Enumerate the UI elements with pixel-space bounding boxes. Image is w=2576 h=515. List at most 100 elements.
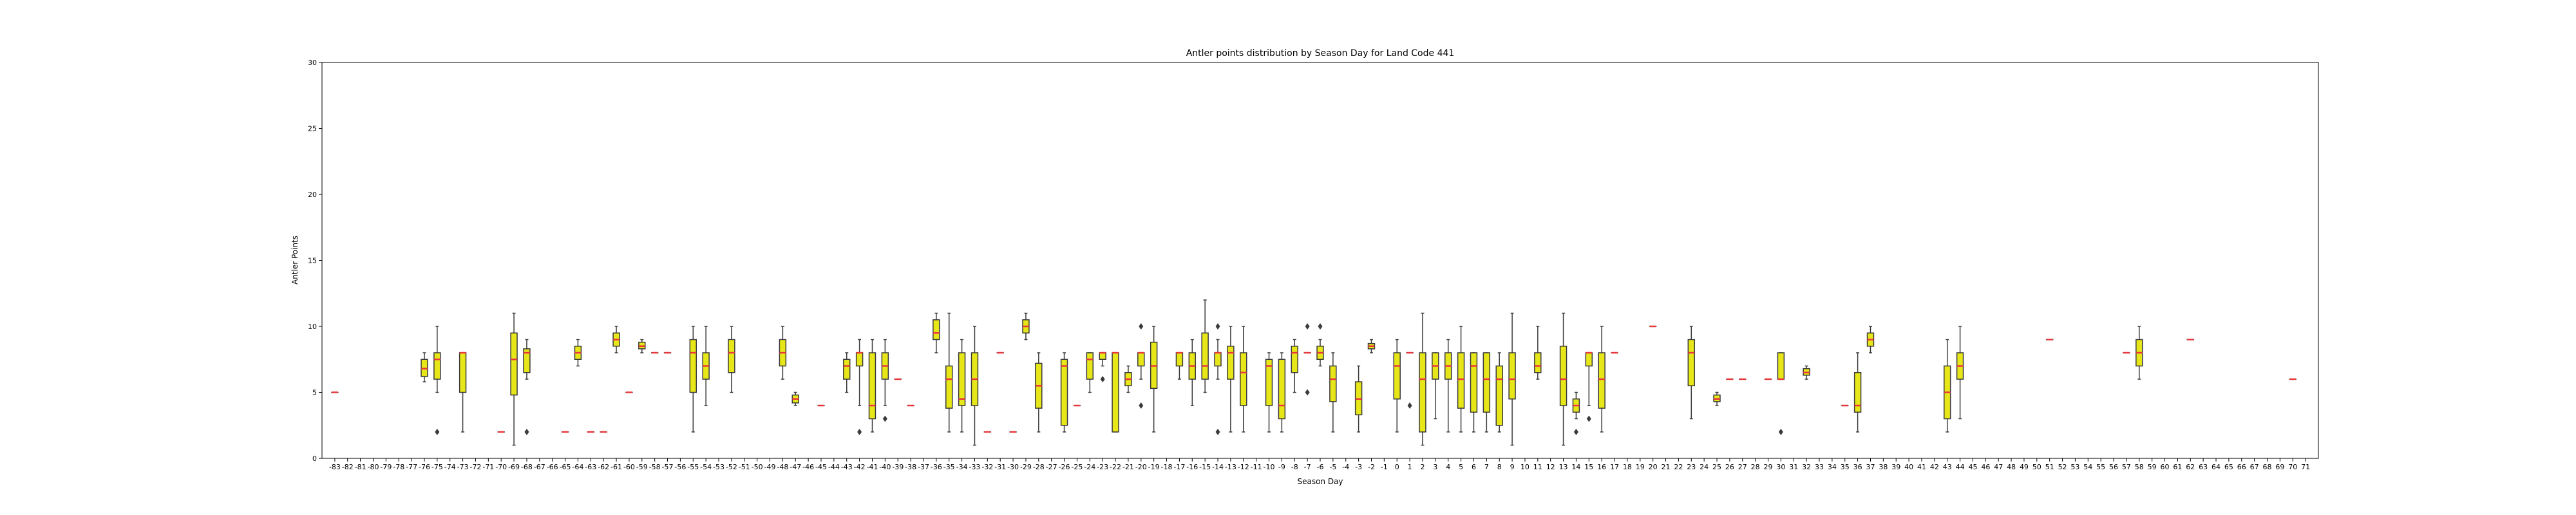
x-tick-label: -22 bbox=[1110, 463, 1121, 471]
x-tick-label: -14 bbox=[1212, 463, 1224, 471]
iqr-box bbox=[1687, 339, 1696, 386]
x-tick-label: 10 bbox=[1520, 463, 1530, 471]
box-group bbox=[1278, 352, 1286, 433]
box-group bbox=[1188, 339, 1196, 406]
box-group bbox=[1137, 323, 1145, 409]
x-tick-label: -75 bbox=[431, 463, 443, 471]
x-tick-label: 5 bbox=[1459, 463, 1463, 471]
box-group bbox=[1457, 326, 1465, 433]
iqr-box bbox=[1329, 365, 1337, 402]
x-tick-label: -65 bbox=[560, 463, 571, 471]
box-group bbox=[1713, 391, 1721, 406]
box-group bbox=[1803, 365, 1810, 380]
box-group bbox=[1598, 326, 1605, 433]
x-tick-label: -28 bbox=[1033, 463, 1045, 471]
x-tick-label: 23 bbox=[1687, 463, 1696, 471]
box-group bbox=[1866, 326, 1875, 353]
box-group bbox=[945, 312, 953, 433]
x-tick-label: -67 bbox=[534, 463, 545, 471]
x-tick-label: -36 bbox=[931, 463, 942, 471]
box-group bbox=[1112, 351, 1119, 433]
outlier-point bbox=[1407, 402, 1412, 409]
x-tick-label: 6 bbox=[1472, 463, 1476, 471]
x-tick-label: -72 bbox=[469, 463, 481, 471]
x-tick-label: 68 bbox=[2263, 463, 2272, 471]
x-tick-label: 21 bbox=[1662, 463, 1671, 471]
x-tick-label: 4 bbox=[1446, 463, 1450, 471]
y-tick-label: 25 bbox=[308, 125, 317, 133]
box-group bbox=[1060, 352, 1068, 433]
outlier-point bbox=[1778, 429, 1783, 435]
box-group bbox=[1329, 352, 1337, 433]
iqr-box bbox=[1393, 352, 1401, 400]
x-tick-label: 19 bbox=[1636, 463, 1645, 471]
x-tick-label: 38 bbox=[1879, 463, 1888, 471]
outlier-point bbox=[1305, 323, 1310, 330]
x-tick-label: 61 bbox=[2173, 463, 2182, 471]
iqr-box bbox=[433, 352, 441, 380]
box-group bbox=[523, 339, 531, 435]
x-tick-label: -42 bbox=[854, 463, 866, 471]
x-tick-label: 39 bbox=[1891, 463, 1900, 471]
x-tick-label: -55 bbox=[687, 463, 699, 471]
iqr-box bbox=[523, 348, 531, 373]
y-tick-label: 15 bbox=[308, 257, 317, 265]
y-tick-label: 0 bbox=[312, 454, 317, 463]
box-group bbox=[1035, 352, 1043, 433]
box-group bbox=[1303, 323, 1311, 396]
iqr-box bbox=[1482, 352, 1491, 413]
x-tick-label: -18 bbox=[1161, 463, 1173, 471]
x-tick-label: 33 bbox=[1815, 463, 1824, 471]
iqr-box bbox=[1457, 352, 1465, 409]
outlier-point bbox=[1139, 402, 1144, 409]
outlier-point bbox=[1215, 429, 1220, 435]
iqr-box bbox=[1278, 359, 1286, 420]
iqr-box bbox=[1201, 332, 1209, 380]
x-tick-label: 0 bbox=[1395, 463, 1399, 471]
x-tick-label: 28 bbox=[1751, 463, 1760, 471]
box-group bbox=[638, 339, 646, 353]
x-tick-label: 31 bbox=[1789, 463, 1798, 471]
iqr-box bbox=[459, 352, 467, 393]
box-group bbox=[1354, 365, 1363, 433]
x-tick-label: -23 bbox=[1097, 463, 1108, 471]
x-tick-label: 12 bbox=[1546, 463, 1555, 471]
x-tick-label: -15 bbox=[1199, 463, 1211, 471]
x-tick-label: 71 bbox=[2301, 463, 2310, 471]
x-tick-label: -39 bbox=[892, 463, 904, 471]
iqr-box bbox=[510, 332, 518, 396]
x-tick-label: 15 bbox=[1584, 463, 1593, 471]
x-tick-label: 1 bbox=[1408, 463, 1412, 471]
x-tick-label: 56 bbox=[2109, 463, 2118, 471]
x-tick-label: 22 bbox=[1674, 463, 1683, 471]
iqr-box bbox=[1470, 352, 1478, 413]
box-group bbox=[868, 339, 876, 433]
x-tick-label: 26 bbox=[1725, 463, 1734, 471]
iqr-box bbox=[1137, 352, 1145, 367]
x-tick-label: -77 bbox=[406, 463, 417, 471]
x-tick-label: -79 bbox=[380, 463, 392, 471]
x-tick-label: -76 bbox=[419, 463, 430, 471]
x-tick-label: -13 bbox=[1225, 463, 1236, 471]
iqr-box bbox=[1240, 352, 1247, 406]
box-group bbox=[1432, 352, 1439, 420]
x-tick-label: 45 bbox=[1968, 463, 1977, 471]
box-group bbox=[1099, 351, 1106, 382]
x-tick-label: 37 bbox=[1866, 463, 1875, 471]
iqr-box bbox=[1060, 359, 1068, 426]
x-tick-label: -2 bbox=[1368, 463, 1375, 471]
iqr-box bbox=[933, 319, 940, 341]
box-group bbox=[433, 326, 441, 435]
box-group bbox=[421, 352, 428, 382]
x-tick-label: -53 bbox=[713, 463, 724, 471]
box-group bbox=[1214, 323, 1222, 435]
chart-title: Antler points distribution by Season Day… bbox=[1186, 48, 1455, 59]
outlier-point bbox=[857, 429, 862, 435]
x-tick-label: 35 bbox=[1841, 463, 1850, 471]
x-tick-label: -11 bbox=[1251, 463, 1262, 471]
iqr-box bbox=[868, 352, 876, 420]
x-tick-label: -46 bbox=[802, 463, 814, 471]
box-group bbox=[612, 326, 620, 353]
x-tick-label: -64 bbox=[572, 463, 583, 471]
iqr-box bbox=[1419, 352, 1426, 433]
